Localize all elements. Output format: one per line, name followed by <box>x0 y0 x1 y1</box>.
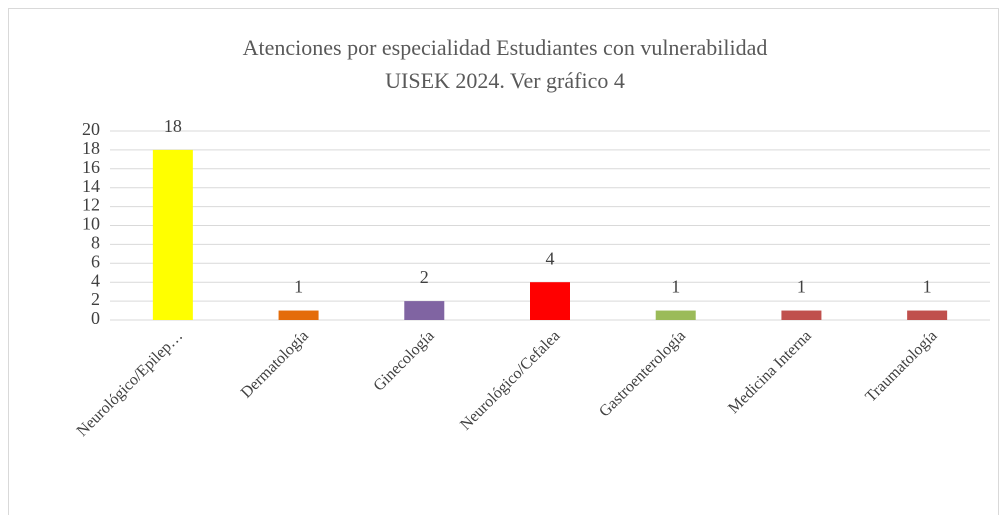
value-label: 4 <box>546 248 555 268</box>
y-tick-label: 12 <box>82 195 100 215</box>
value-label: 2 <box>420 267 429 287</box>
bar <box>907 310 948 320</box>
value-label: 1 <box>671 277 680 297</box>
y-tick-label: 4 <box>91 270 100 290</box>
chart-title: UISEK 2024. Ver gráfico 4 <box>385 68 625 93</box>
y-tick-label: 0 <box>91 308 100 328</box>
y-tick-label: 8 <box>91 233 100 253</box>
bar <box>530 282 570 320</box>
y-tick-label: 2 <box>91 289 100 309</box>
y-tick-label: 20 <box>82 119 100 139</box>
bar <box>152 149 193 320</box>
bar <box>781 310 822 320</box>
y-tick-label: 16 <box>82 157 100 177</box>
value-label: 18 <box>164 116 182 136</box>
value-label: 1 <box>797 277 806 297</box>
y-tick-label: 18 <box>82 138 100 158</box>
y-tick-label: 14 <box>82 176 100 196</box>
chart-title: Atenciones por especialidad Estudiantes … <box>243 35 768 60</box>
y-tick-label: 6 <box>91 251 100 271</box>
bar <box>655 310 696 320</box>
bar <box>278 310 319 320</box>
bar <box>404 301 445 320</box>
y-tick-label: 10 <box>82 214 100 234</box>
value-label: 1 <box>923 277 932 297</box>
value-label: 1 <box>294 277 303 297</box>
